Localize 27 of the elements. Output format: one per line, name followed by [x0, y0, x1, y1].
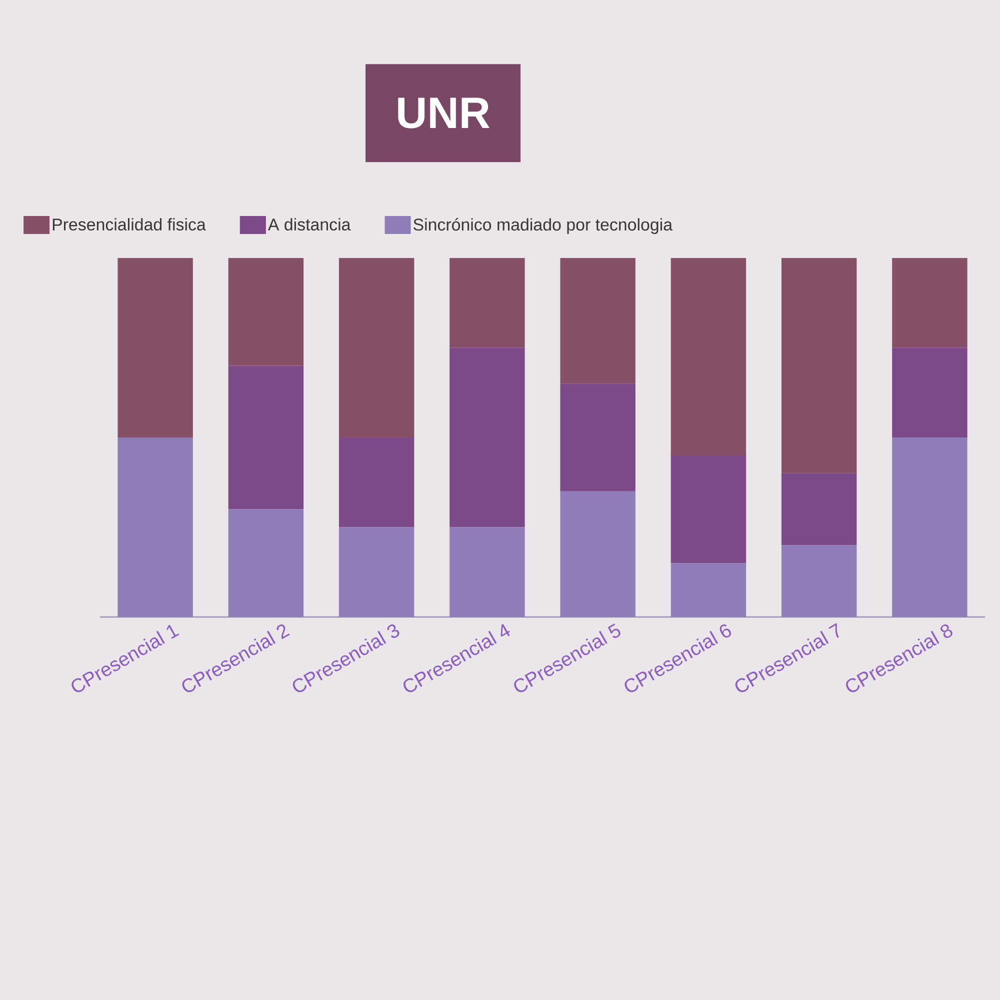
bar	[228, 258, 304, 366]
bar	[670, 563, 746, 617]
bar	[450, 348, 525, 528]
bar	[781, 473, 857, 546]
legend-label: Presencialidad fisica	[52, 218, 206, 231]
bar	[338, 527, 414, 617]
bar	[338, 437, 414, 528]
bar	[670, 258, 746, 456]
legend-label: A distancia	[268, 218, 351, 231]
chart-title: UNR	[398, 98, 490, 128]
bar	[670, 455, 746, 564]
bar	[892, 348, 968, 438]
bar	[560, 384, 636, 492]
bar	[892, 437, 968, 617]
bar	[118, 437, 193, 617]
bar	[228, 509, 304, 617]
bar	[450, 527, 525, 617]
bar	[450, 258, 525, 348]
bar	[228, 366, 304, 510]
bar	[560, 258, 636, 384]
bar	[892, 258, 968, 348]
legend-label: Sincrónico madiado por tecnologia	[414, 218, 673, 234]
bar	[781, 258, 857, 474]
bar	[118, 258, 193, 438]
bar	[560, 491, 636, 617]
bar	[781, 545, 857, 617]
bar	[338, 258, 414, 438]
